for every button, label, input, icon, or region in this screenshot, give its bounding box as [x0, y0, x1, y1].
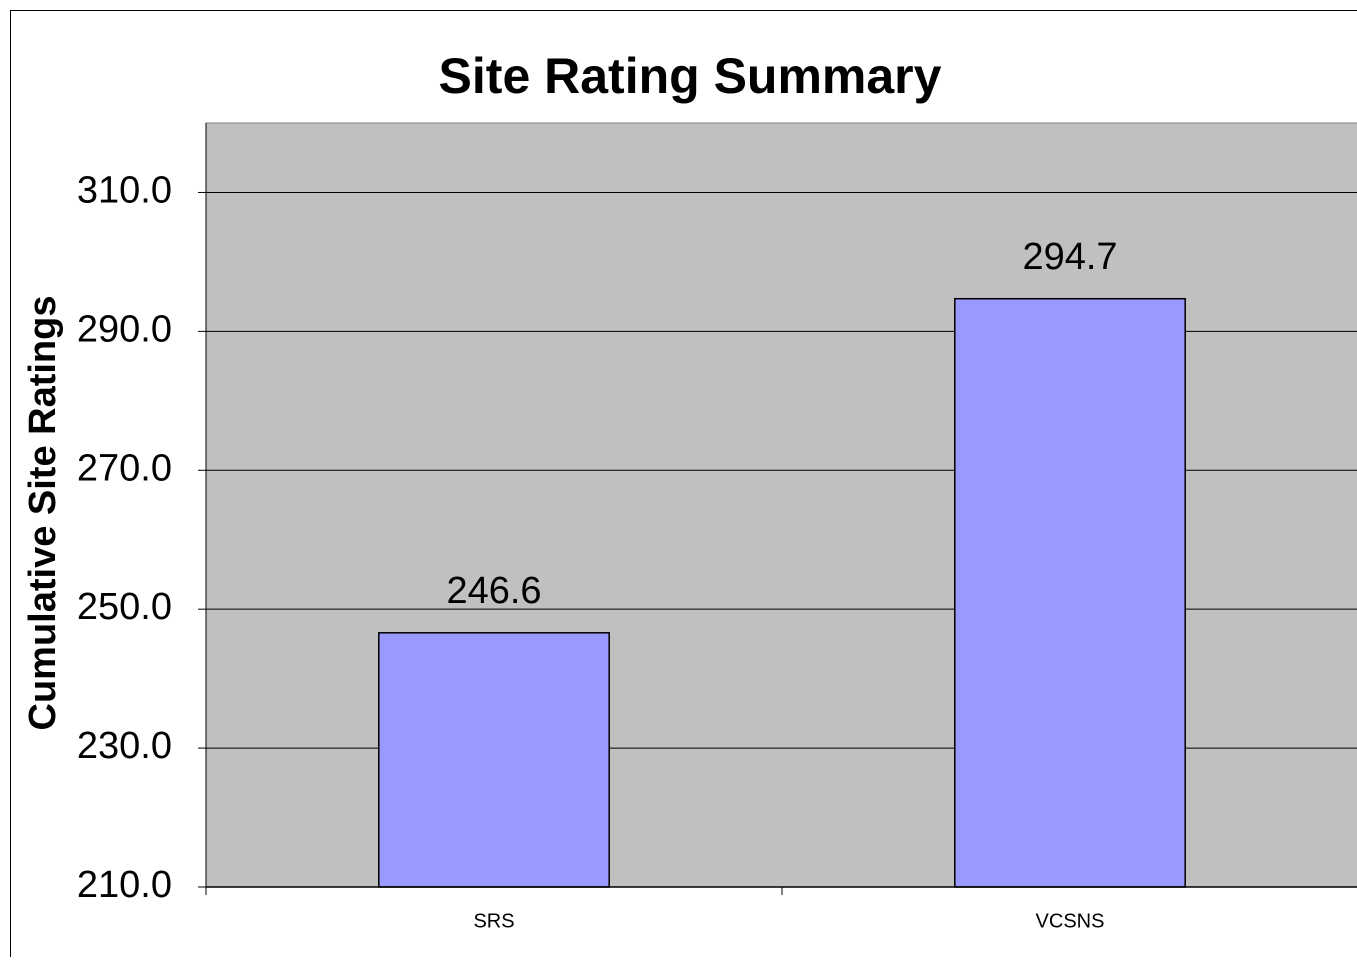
- y-tick-label: 270.0: [77, 447, 172, 489]
- y-axis-label: Cumulative Site Ratings: [22, 296, 64, 731]
- x-tick-label: SRS: [473, 910, 514, 932]
- bar: [955, 299, 1185, 887]
- data-label: 246.6: [446, 570, 541, 612]
- y-tick-label: 230.0: [77, 725, 172, 767]
- y-tick-label: 210.0: [77, 864, 172, 906]
- x-tick-label: VCSNS: [1036, 910, 1105, 932]
- chart-title: Site Rating Summary: [439, 48, 942, 104]
- bar: [379, 633, 609, 887]
- y-tick-label: 250.0: [77, 586, 172, 628]
- data-label: 294.7: [1022, 236, 1117, 278]
- y-tick-label: 290.0: [77, 308, 172, 350]
- y-tick-label: 310.0: [77, 169, 172, 211]
